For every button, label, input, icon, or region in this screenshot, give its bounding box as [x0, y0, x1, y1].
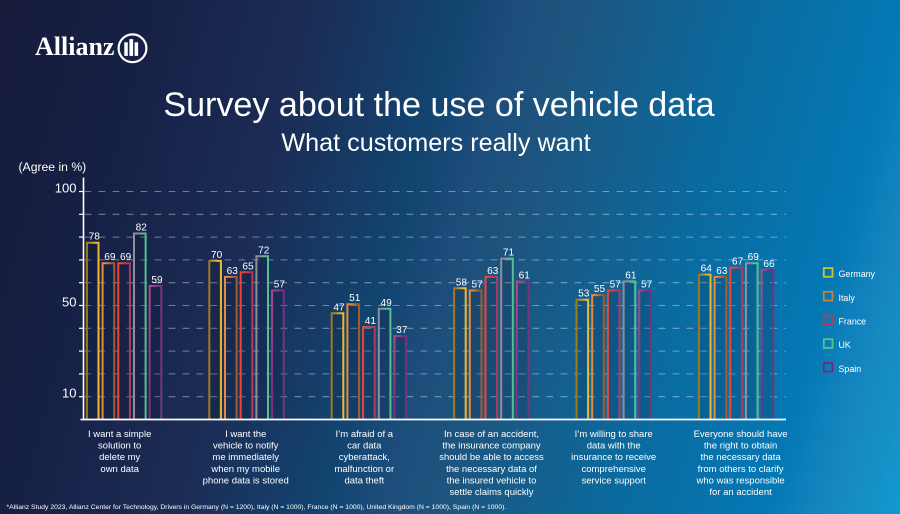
- svg-text:Germany: Germany: [839, 269, 876, 279]
- svg-text:67: 67: [732, 257, 744, 268]
- svg-text:63: 63: [227, 266, 239, 277]
- svg-text:37: 37: [396, 325, 408, 336]
- svg-text:78: 78: [89, 232, 101, 243]
- svg-text:71: 71: [503, 248, 515, 259]
- svg-text:63: 63: [487, 266, 499, 277]
- svg-text:69: 69: [120, 252, 132, 263]
- svg-text:63: 63: [716, 266, 728, 277]
- svg-text:72: 72: [258, 245, 270, 256]
- svg-text:82: 82: [136, 223, 148, 234]
- svg-text:10: 10: [62, 386, 76, 401]
- svg-text:69: 69: [104, 252, 116, 263]
- svg-text:49: 49: [380, 298, 392, 309]
- svg-text:55: 55: [594, 284, 606, 295]
- svg-text:Spain: Spain: [839, 364, 862, 374]
- svg-text:47: 47: [333, 302, 345, 313]
- svg-text:41: 41: [365, 316, 377, 327]
- svg-text:51: 51: [349, 293, 361, 304]
- svg-text:53: 53: [578, 289, 590, 300]
- svg-text:61: 61: [519, 270, 531, 281]
- svg-text:Italy: Italy: [839, 293, 856, 303]
- svg-text:57: 57: [274, 280, 286, 291]
- svg-text:UK: UK: [839, 340, 851, 350]
- svg-text:What customers really want: What customers really want: [281, 129, 590, 157]
- svg-text:(Agree in %): (Agree in %): [19, 160, 87, 174]
- svg-text:59: 59: [151, 275, 163, 286]
- svg-text:*Allianz Study 2023, Allianz C: *Allianz Study 2023, Allianz Center for …: [7, 504, 507, 511]
- svg-text:57: 57: [610, 280, 622, 291]
- svg-text:France: France: [839, 317, 867, 327]
- svg-text:57: 57: [471, 280, 483, 291]
- svg-text:100: 100: [55, 181, 77, 196]
- svg-text:69: 69: [748, 252, 760, 263]
- svg-text:70: 70: [211, 250, 223, 261]
- svg-text:64: 64: [701, 264, 713, 275]
- svg-text:Survey about the use of vehicl: Survey about the use of vehicle data: [163, 86, 714, 124]
- svg-text:61: 61: [625, 270, 637, 281]
- svg-text:57: 57: [641, 280, 653, 291]
- svg-text:65: 65: [242, 261, 254, 272]
- svg-text:50: 50: [62, 295, 76, 310]
- svg-text:In case of an accident,the ins: In case of an accident, the insurance com…: [439, 429, 544, 498]
- svg-text:58: 58: [456, 277, 468, 288]
- svg-text:Allianz: Allianz: [35, 32, 114, 61]
- svg-text:66: 66: [763, 259, 775, 270]
